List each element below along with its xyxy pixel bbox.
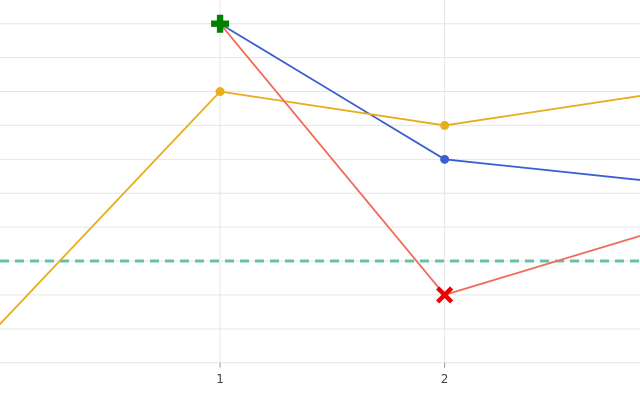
series-line bbox=[0, 90, 640, 326]
max-marker bbox=[211, 14, 230, 33]
x-tick-label: 1 bbox=[216, 372, 224, 386]
x-tick-label: 2 bbox=[441, 372, 449, 386]
point-marker bbox=[215, 87, 225, 97]
min-marker bbox=[436, 286, 454, 304]
point-marker bbox=[440, 154, 450, 164]
point-marker bbox=[440, 120, 450, 130]
